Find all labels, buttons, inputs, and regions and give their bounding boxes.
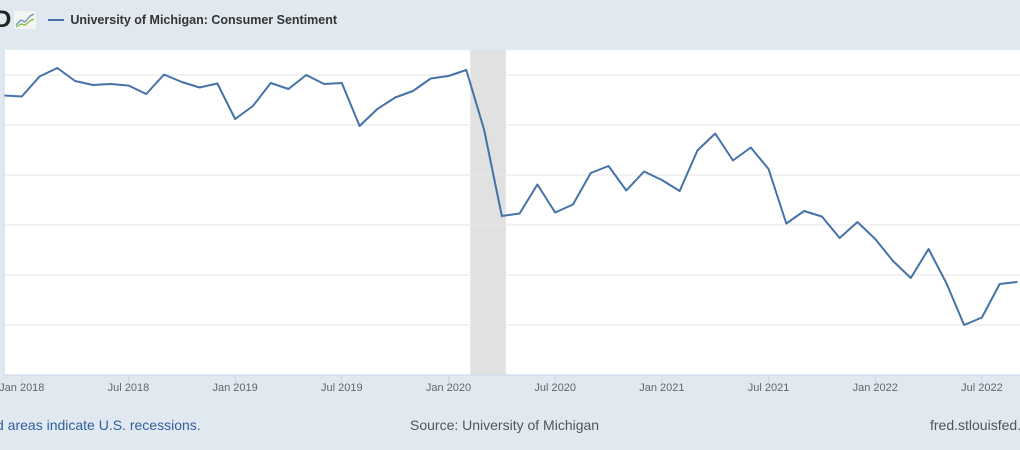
plot-area [4, 50, 1020, 375]
x-tick-label: Jan 2020 [426, 382, 471, 394]
x-tick-label: Jan 2021 [639, 382, 684, 394]
x-tick-label: Jul 2019 [321, 382, 363, 394]
legend-swatch [48, 19, 65, 21]
x-tick-label: Jan 2018 [0, 382, 44, 394]
x-tick-label: Jul 2018 [108, 382, 150, 394]
x-tick-label: Jul 2020 [534, 382, 576, 394]
legend-item[interactable]: University of Michigan: Consumer Sentime… [48, 13, 337, 27]
site-url[interactable]: fred.stlouisfed.org [930, 417, 1020, 433]
x-tick-label: Jan 2022 [853, 382, 898, 394]
recession-note[interactable]: d areas indicate U.S. recessions. [0, 417, 201, 433]
series-line [3, 67, 1018, 326]
x-tick-label: Jul 2021 [748, 382, 790, 394]
source-note: Source: University of Michigan [410, 417, 600, 433]
x-tick-label: Jul 2022 [961, 382, 1003, 394]
x-tick-label: Jan 2019 [213, 382, 258, 394]
chart-header: D University of Michigan: Consumer Senti… [0, 0, 337, 40]
fred-logo[interactable]: D [0, 6, 11, 33]
legend-label: University of Michigan: Consumer Sentime… [70, 13, 338, 27]
chart-logo-icon [14, 11, 37, 29]
